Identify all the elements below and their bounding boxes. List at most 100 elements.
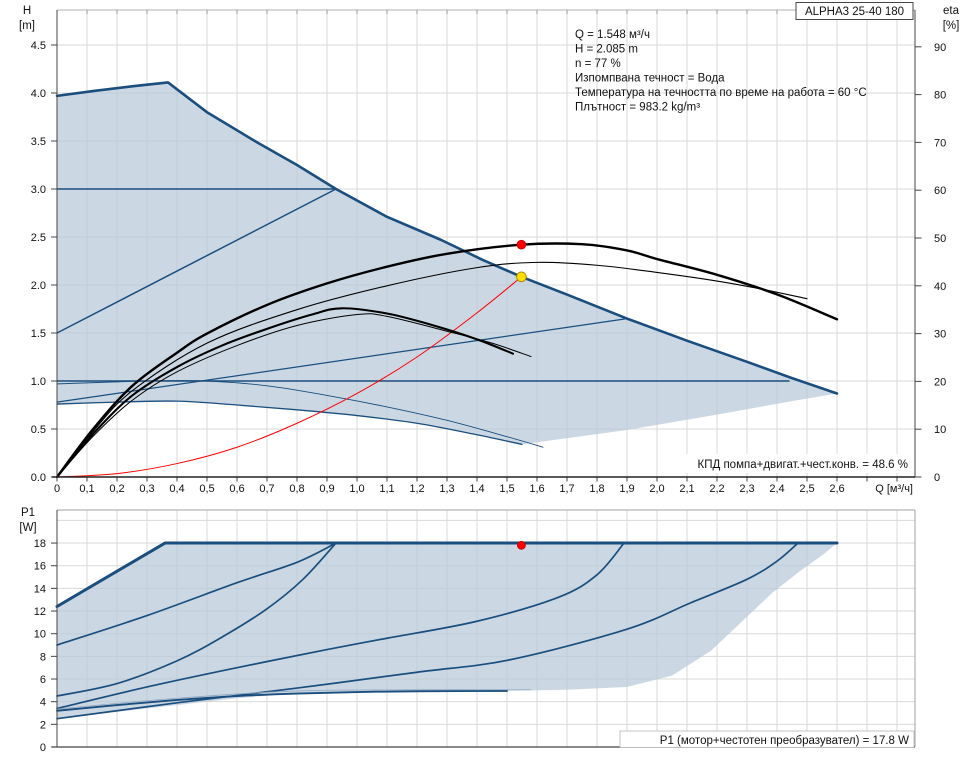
eta-axis-label: eta bbox=[943, 5, 960, 17]
y2-tick-label: 0 bbox=[934, 472, 940, 484]
y-tick-label: 3.5 bbox=[31, 136, 46, 148]
y-tick-label: 4.5 bbox=[31, 40, 46, 52]
y-tick-label: 10 bbox=[34, 629, 46, 641]
p1-axis-label: P1 bbox=[21, 507, 35, 519]
x-tick-label: 1,0 bbox=[349, 483, 364, 495]
x-tick-label: 0 bbox=[54, 483, 60, 495]
duty-point-marker[interactable] bbox=[516, 271, 527, 283]
x-tick-label: 2,4 bbox=[769, 483, 784, 495]
max-speed-curve-curve bbox=[55, 81, 839, 395]
p1-prop-pressure-high-curve bbox=[56, 542, 337, 697]
x-tick-label: 2,0 bbox=[649, 483, 664, 495]
x-tick-label: 2,5 bbox=[799, 483, 814, 495]
y2-tick-label: 40 bbox=[934, 281, 946, 293]
y-tick-label: 1.5 bbox=[31, 328, 46, 340]
eta-curve-2-curve bbox=[56, 261, 808, 478]
y-tick-label: 2.5 bbox=[31, 232, 46, 244]
y-tick-label: 8 bbox=[40, 651, 46, 663]
x-tick-label: 1,4 bbox=[469, 483, 484, 495]
eta-curve-max-curve bbox=[55, 242, 839, 479]
info-line-q: Q = 1.548 м³/ч bbox=[575, 29, 650, 41]
x-tick-label: 0,3 bbox=[139, 483, 154, 495]
chart-layer: 0 2 4 6 8 10 12 14 16 18 bbox=[34, 509, 916, 754]
min-speed-curve-curve bbox=[56, 400, 523, 446]
x-tick-label: 1,2 bbox=[409, 483, 424, 495]
y-tick-label: 0.5 bbox=[31, 424, 46, 436]
efficiency-point-marker bbox=[516, 239, 527, 250]
y-tick-label: 14 bbox=[34, 583, 46, 595]
y2-tick-label: 70 bbox=[934, 137, 946, 149]
y-tick-label: 3.0 bbox=[31, 184, 46, 196]
chart-generated-layers: 0 0,1 0,2 0,3 0,4 0,5 0,6 0,7 0,8 0,9 1,0 1,1 1,2 1,3… bbox=[31, 9, 946, 754]
x-tick-label: 1,6 bbox=[529, 483, 544, 495]
p1-const-pressure-1m-curve bbox=[56, 542, 799, 720]
y-tick-label: 0 bbox=[40, 742, 46, 754]
y-tick-label: 18 bbox=[34, 538, 46, 550]
prop-pressure-mid-curve bbox=[56, 318, 628, 403]
x-tick-label: 2,3 bbox=[739, 483, 754, 495]
y-tick-label: 4.0 bbox=[31, 88, 46, 100]
y2-tick-label: 20 bbox=[934, 376, 946, 388]
x-tick-label: 1,1 bbox=[379, 483, 394, 495]
x-tick-label: 1,7 bbox=[559, 483, 574, 495]
p1-prop-pressure-mid-curve bbox=[56, 542, 625, 710]
p1-const-pressure-3m-curve bbox=[56, 542, 337, 646]
x-tick-label: 0,1 bbox=[79, 483, 94, 495]
power-annotation-box bbox=[619, 730, 915, 748]
x-tick-label: 2,2 bbox=[709, 483, 724, 495]
x-tick-label: 2,6 bbox=[829, 483, 844, 495]
y-tick-label: 1.0 bbox=[31, 376, 46, 388]
y-tick-label: 0.0 bbox=[31, 472, 46, 484]
x-tick-label: 0,8 bbox=[289, 483, 304, 495]
pump-model-label: ALPHA3 25-40 180 bbox=[805, 6, 904, 18]
info-line-n: n = 77 % bbox=[575, 58, 621, 70]
x-tick-label: 0,4 bbox=[169, 483, 184, 495]
chart-layer: 0 0,1 0,2 0,3 0,4 0,5 0,6 0,7 0,8 0,9 1,0 1,1 1,2 1,3… bbox=[31, 9, 946, 495]
p1-min-speed-companion-curve bbox=[56, 689, 532, 710]
x-tick-label: 1,3 bbox=[439, 483, 454, 495]
info-line-density: Плътност = 983.2 kg/m³ bbox=[575, 102, 700, 114]
x-tick-label: 2,1 bbox=[679, 483, 694, 495]
eta-axis-unit: [%] bbox=[943, 20, 960, 32]
p1-min-speed-curve bbox=[56, 689, 508, 712]
x-tick-label: 0,6 bbox=[229, 483, 244, 495]
x-tick-label: 0,9 bbox=[319, 483, 334, 495]
y2-tick-label: 80 bbox=[934, 90, 946, 102]
efficiency-annotation: КПД помпа+двигат.+чест.конв. = 48.6 % bbox=[698, 459, 909, 471]
y-tick-label: 4 bbox=[40, 697, 46, 709]
x-tick-label: 1,9 bbox=[619, 483, 634, 495]
x-tick-label: 1,8 bbox=[589, 483, 604, 495]
q-axis-label: Q [м³/ч] bbox=[875, 483, 913, 495]
info-line-liquid: Изпомпвана течност = Вода bbox=[575, 73, 725, 85]
power-point-marker bbox=[517, 540, 526, 550]
system-curve-curve bbox=[56, 276, 522, 478]
y-tick-label: 6 bbox=[40, 674, 46, 686]
h-axis-unit: [m] bbox=[19, 20, 35, 32]
p1-axis-unit: [W] bbox=[19, 522, 36, 534]
info-line-h: H = 2.085 m bbox=[575, 44, 638, 56]
y2-tick-label: 10 bbox=[934, 424, 946, 436]
eta-curve-4-curve bbox=[56, 313, 532, 478]
prop-pressure-high-curve bbox=[56, 188, 337, 334]
y-tick-label: 2 bbox=[40, 719, 46, 731]
x-tick-label: 0,2 bbox=[109, 483, 124, 495]
p1-max-limit-curve bbox=[55, 541, 839, 609]
h-axis-label: H bbox=[23, 5, 31, 17]
x-tick-label: 0,5 bbox=[199, 483, 214, 495]
y2-tick-label: 90 bbox=[934, 42, 946, 54]
y2-tick-label: 30 bbox=[934, 329, 946, 341]
y-tick-label: 16 bbox=[34, 561, 46, 573]
power-annotation: P1 (мотор+честотен преобразувател) = 17.… bbox=[660, 735, 909, 747]
efficiency-annotation-bg bbox=[658, 454, 912, 473]
pump-model-box bbox=[795, 2, 914, 20]
x-tick-label: 1,5 bbox=[499, 483, 514, 495]
info-line-temperature: Температура на течността по време на раб… bbox=[575, 87, 867, 99]
eta-curve-3-curve bbox=[55, 307, 515, 479]
x-tick-label: 0,7 bbox=[259, 483, 274, 495]
operating-range-region bbox=[57, 543, 837, 719]
y2-tick-label: 50 bbox=[934, 233, 946, 245]
y-tick-label: 2.0 bbox=[31, 280, 46, 292]
y2-tick-label: 60 bbox=[934, 185, 946, 197]
